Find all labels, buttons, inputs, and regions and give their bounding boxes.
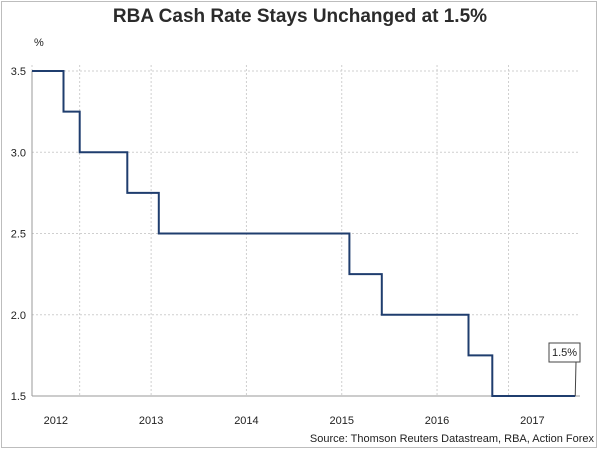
x-tick-label: 2012: [44, 415, 68, 427]
chart-title: RBA Cash Rate Stays Unchanged at 1.5%: [112, 6, 488, 27]
annotation-leader-line: [574, 361, 577, 397]
y-tick-label: 1.5: [11, 391, 26, 403]
x-tick-labels: 2012 2013 2014 2015 2016 2017: [44, 415, 545, 427]
x-tick-label: 2014: [234, 415, 258, 427]
source-note: Source: Thomson Reuters Datastream, RBA,…: [309, 433, 594, 445]
grid-lines: [31, 65, 580, 397]
y-tick-label: 2.0: [11, 310, 26, 322]
x-tick-label: 2015: [329, 415, 353, 427]
axes: [31, 71, 580, 397]
series-group: [32, 70, 576, 397]
x-tick-label: 2013: [139, 415, 163, 427]
annotation-group: 1.5%: [548, 342, 581, 397]
x-tick-label: 2017: [520, 415, 544, 427]
x-tick-label: 2016: [425, 415, 449, 427]
annotation-label: 1.5%: [552, 347, 577, 359]
series-line-cash-rate: [32, 70, 576, 397]
y-tick-label: 3.5: [11, 66, 26, 78]
annotation-box: [548, 342, 581, 363]
y-tick-labels: 3.5 3.0 2.5 2.0 1.5: [11, 66, 26, 403]
y-tick-label: 3.0: [11, 147, 26, 159]
y-tick-label: 2.5: [11, 229, 26, 241]
y-axis-unit-label: %: [34, 37, 44, 49]
